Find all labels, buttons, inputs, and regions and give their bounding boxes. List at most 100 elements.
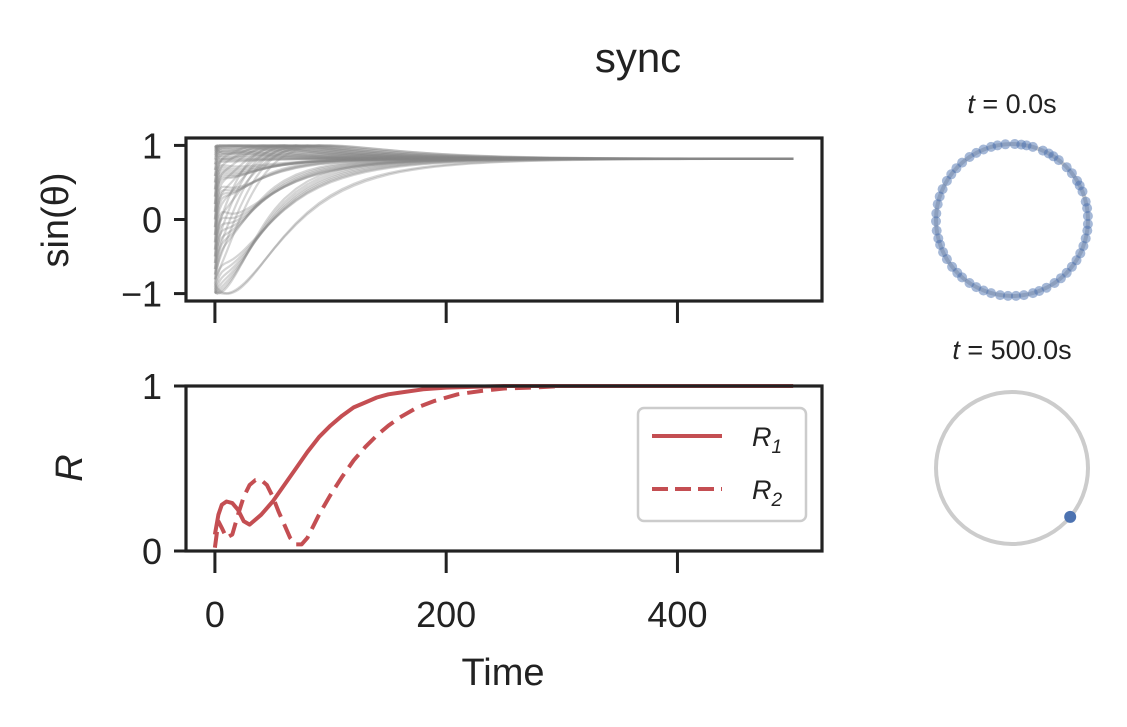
order-panel-frame	[184, 384, 824, 553]
phase-y-axis-label: sin(θ)	[35, 172, 77, 267]
phase-trace	[214, 144, 794, 160]
order-x-tick-label: 200	[416, 594, 476, 635]
phase-trace	[213, 144, 794, 280]
legend: R1 R2	[636, 406, 808, 523]
phase-trace	[213, 144, 794, 183]
phase-trace	[213, 144, 794, 212]
phase-trace	[213, 157, 794, 235]
phase-ring-end	[934, 390, 1090, 546]
phase-points-start	[931, 139, 1093, 301]
phase-trace	[213, 157, 794, 291]
phase-circle-start-title: t = 0.0s	[967, 89, 1056, 119]
phase-trace	[213, 157, 794, 190]
phase-y-ticks: 1 0 −1	[121, 125, 186, 315]
figure-title: sync	[595, 34, 681, 81]
phase-trace	[213, 157, 794, 257]
phase-trace	[213, 157, 794, 250]
phase-y-tick-label: −1	[121, 274, 162, 315]
phase-trace	[213, 157, 794, 205]
phase-trace	[213, 157, 794, 284]
phase-point	[957, 272, 968, 283]
phase-trace	[213, 144, 794, 270]
phase-trace	[213, 144, 794, 160]
phase-trace	[213, 144, 794, 205]
phase-point	[934, 191, 945, 202]
phase-trace	[213, 144, 794, 250]
phase-point	[986, 141, 997, 152]
phase-point	[931, 216, 941, 227]
phase-trace	[213, 144, 794, 160]
phase-trace	[213, 144, 794, 275]
phase-trace	[213, 157, 794, 295]
phase-trace	[213, 144, 794, 177]
phase-point	[931, 225, 942, 236]
phase-trace	[213, 144, 794, 165]
phase-trace	[213, 144, 794, 160]
phase-y-tick-label: 0	[142, 200, 162, 241]
phase-trace	[214, 157, 794, 161]
phase-trace	[213, 144, 794, 236]
phase-point	[1009, 139, 1020, 149]
phase-panel: 1 0 −1 sin(θ)	[35, 125, 824, 323]
phase-trace	[213, 157, 794, 264]
phase-trace	[213, 157, 794, 293]
phase-point	[1041, 282, 1052, 293]
x-axis-label: Time	[461, 652, 544, 694]
phase-point	[941, 254, 952, 265]
phase-trace	[213, 157, 794, 228]
order-panel: 10 0 200 400 R R1 R2	[49, 366, 824, 635]
order-y-tick-label: 1	[142, 366, 162, 407]
phase-trace	[213, 157, 794, 243]
phase-trace	[214, 154, 794, 160]
phase-point	[1000, 139, 1011, 150]
phase-trace	[213, 157, 794, 288]
phase-trace	[213, 145, 794, 160]
phase-point	[1064, 510, 1077, 523]
phase-point	[1003, 290, 1013, 301]
phase-trace	[213, 148, 794, 160]
order-x-tick-label: 0	[205, 594, 225, 635]
phase-point	[1011, 290, 1021, 301]
phase-point	[941, 175, 952, 186]
phase-trace	[213, 144, 794, 197]
phase-trace	[213, 144, 794, 220]
phase-trace	[213, 157, 794, 220]
phase-trace	[213, 144, 794, 171]
phase-trace	[213, 157, 794, 295]
phase-point	[964, 152, 975, 162]
phase-trace	[213, 157, 794, 295]
phase-trace	[213, 144, 794, 228]
phase-point	[1080, 233, 1091, 244]
phase-point	[1082, 211, 1093, 221]
phase-point	[1018, 290, 1029, 301]
order-series-r2	[212, 384, 794, 548]
phase-point	[1061, 162, 1072, 173]
phase-points-end	[1064, 510, 1077, 523]
phase-trace	[213, 157, 794, 280]
phase-point	[1080, 196, 1091, 207]
phase-trace	[213, 144, 794, 160]
phase-trace	[213, 157, 794, 270]
phase-trace	[213, 157, 794, 212]
phase-point	[1072, 175, 1083, 186]
phase-trace	[214, 157, 794, 295]
phase-y-tick-label: 1	[142, 125, 162, 166]
phase-circle-start: t = 0.0s	[931, 89, 1093, 301]
order-y-ticks: 10	[142, 366, 186, 572]
phase-circle-end-title: t = 500.0s	[952, 335, 1071, 365]
phase-traces	[213, 144, 794, 295]
phase-trace	[214, 144, 794, 160]
phase-trace	[213, 157, 794, 183]
phase-trace	[214, 151, 794, 160]
phase-trace	[213, 146, 794, 160]
phase-trace	[213, 157, 794, 177]
phase-point	[995, 290, 1006, 301]
order-x-tick-label: 400	[647, 594, 707, 635]
phase-x-ticks	[213, 301, 679, 323]
phase-point	[931, 208, 942, 219]
phase-trace	[213, 157, 794, 197]
order-x-ticks: 0 200 400	[205, 551, 707, 635]
phase-point	[932, 199, 943, 210]
phase-trace	[213, 144, 794, 264]
